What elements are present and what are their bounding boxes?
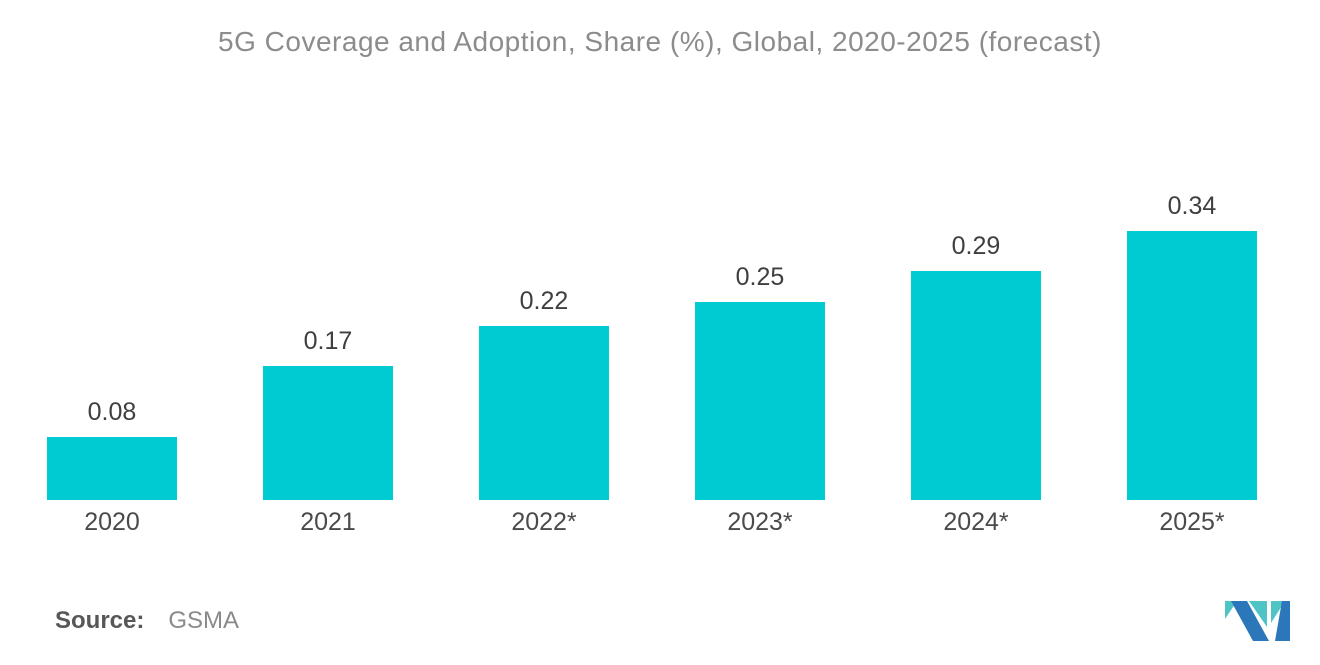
x-axis-tick-label: 2022*: [511, 508, 577, 536]
source-line: Source: GSMA: [55, 607, 239, 635]
bar-value-label: 0.17: [303, 327, 353, 355]
x-axis-tick-label: 2020: [84, 508, 140, 536]
source-value: GSMA: [168, 607, 240, 634]
x-axis-tick-label: 2023*: [727, 508, 793, 536]
bar-column: 0.29: [868, 160, 1084, 500]
mordor-intelligence-logo: [1225, 601, 1290, 641]
bar: [263, 366, 393, 500]
x-axis-labels: 2020 2021 2022* 2023* 2024* 2025*: [4, 508, 1300, 537]
bar-value-label: 0.25: [735, 263, 785, 291]
bar: [47, 437, 177, 500]
bar: [911, 271, 1041, 500]
bar-column: 0.22: [436, 160, 652, 500]
footer: Source: GSMA: [55, 594, 1290, 648]
x-axis-tick-label: 2024*: [943, 508, 1009, 536]
bar-value-label: 0.22: [519, 287, 569, 315]
bar-chart-plot-area: 0.08 0.17 0.22 0.25 0.29 0.34: [4, 160, 1300, 500]
bar: [695, 302, 825, 500]
chart-title: 5G Coverage and Adoption, Share (%), Glo…: [218, 26, 1102, 57]
bar-column: 0.17: [220, 160, 436, 500]
bar-value-label: 0.34: [1167, 192, 1217, 220]
x-axis-tick-label: 2021: [300, 508, 356, 536]
bar: [479, 326, 609, 500]
bar-column: 0.08: [4, 160, 220, 500]
bar-value-label: 0.29: [951, 232, 1001, 260]
bar-column: 0.25: [652, 160, 868, 500]
x-axis-tick-label: 2025*: [1159, 508, 1225, 536]
bar: [1127, 231, 1257, 500]
source-label: Source:: [55, 607, 145, 634]
bar-column: 0.34: [1084, 160, 1300, 500]
bar-value-label: 0.08: [87, 398, 137, 426]
